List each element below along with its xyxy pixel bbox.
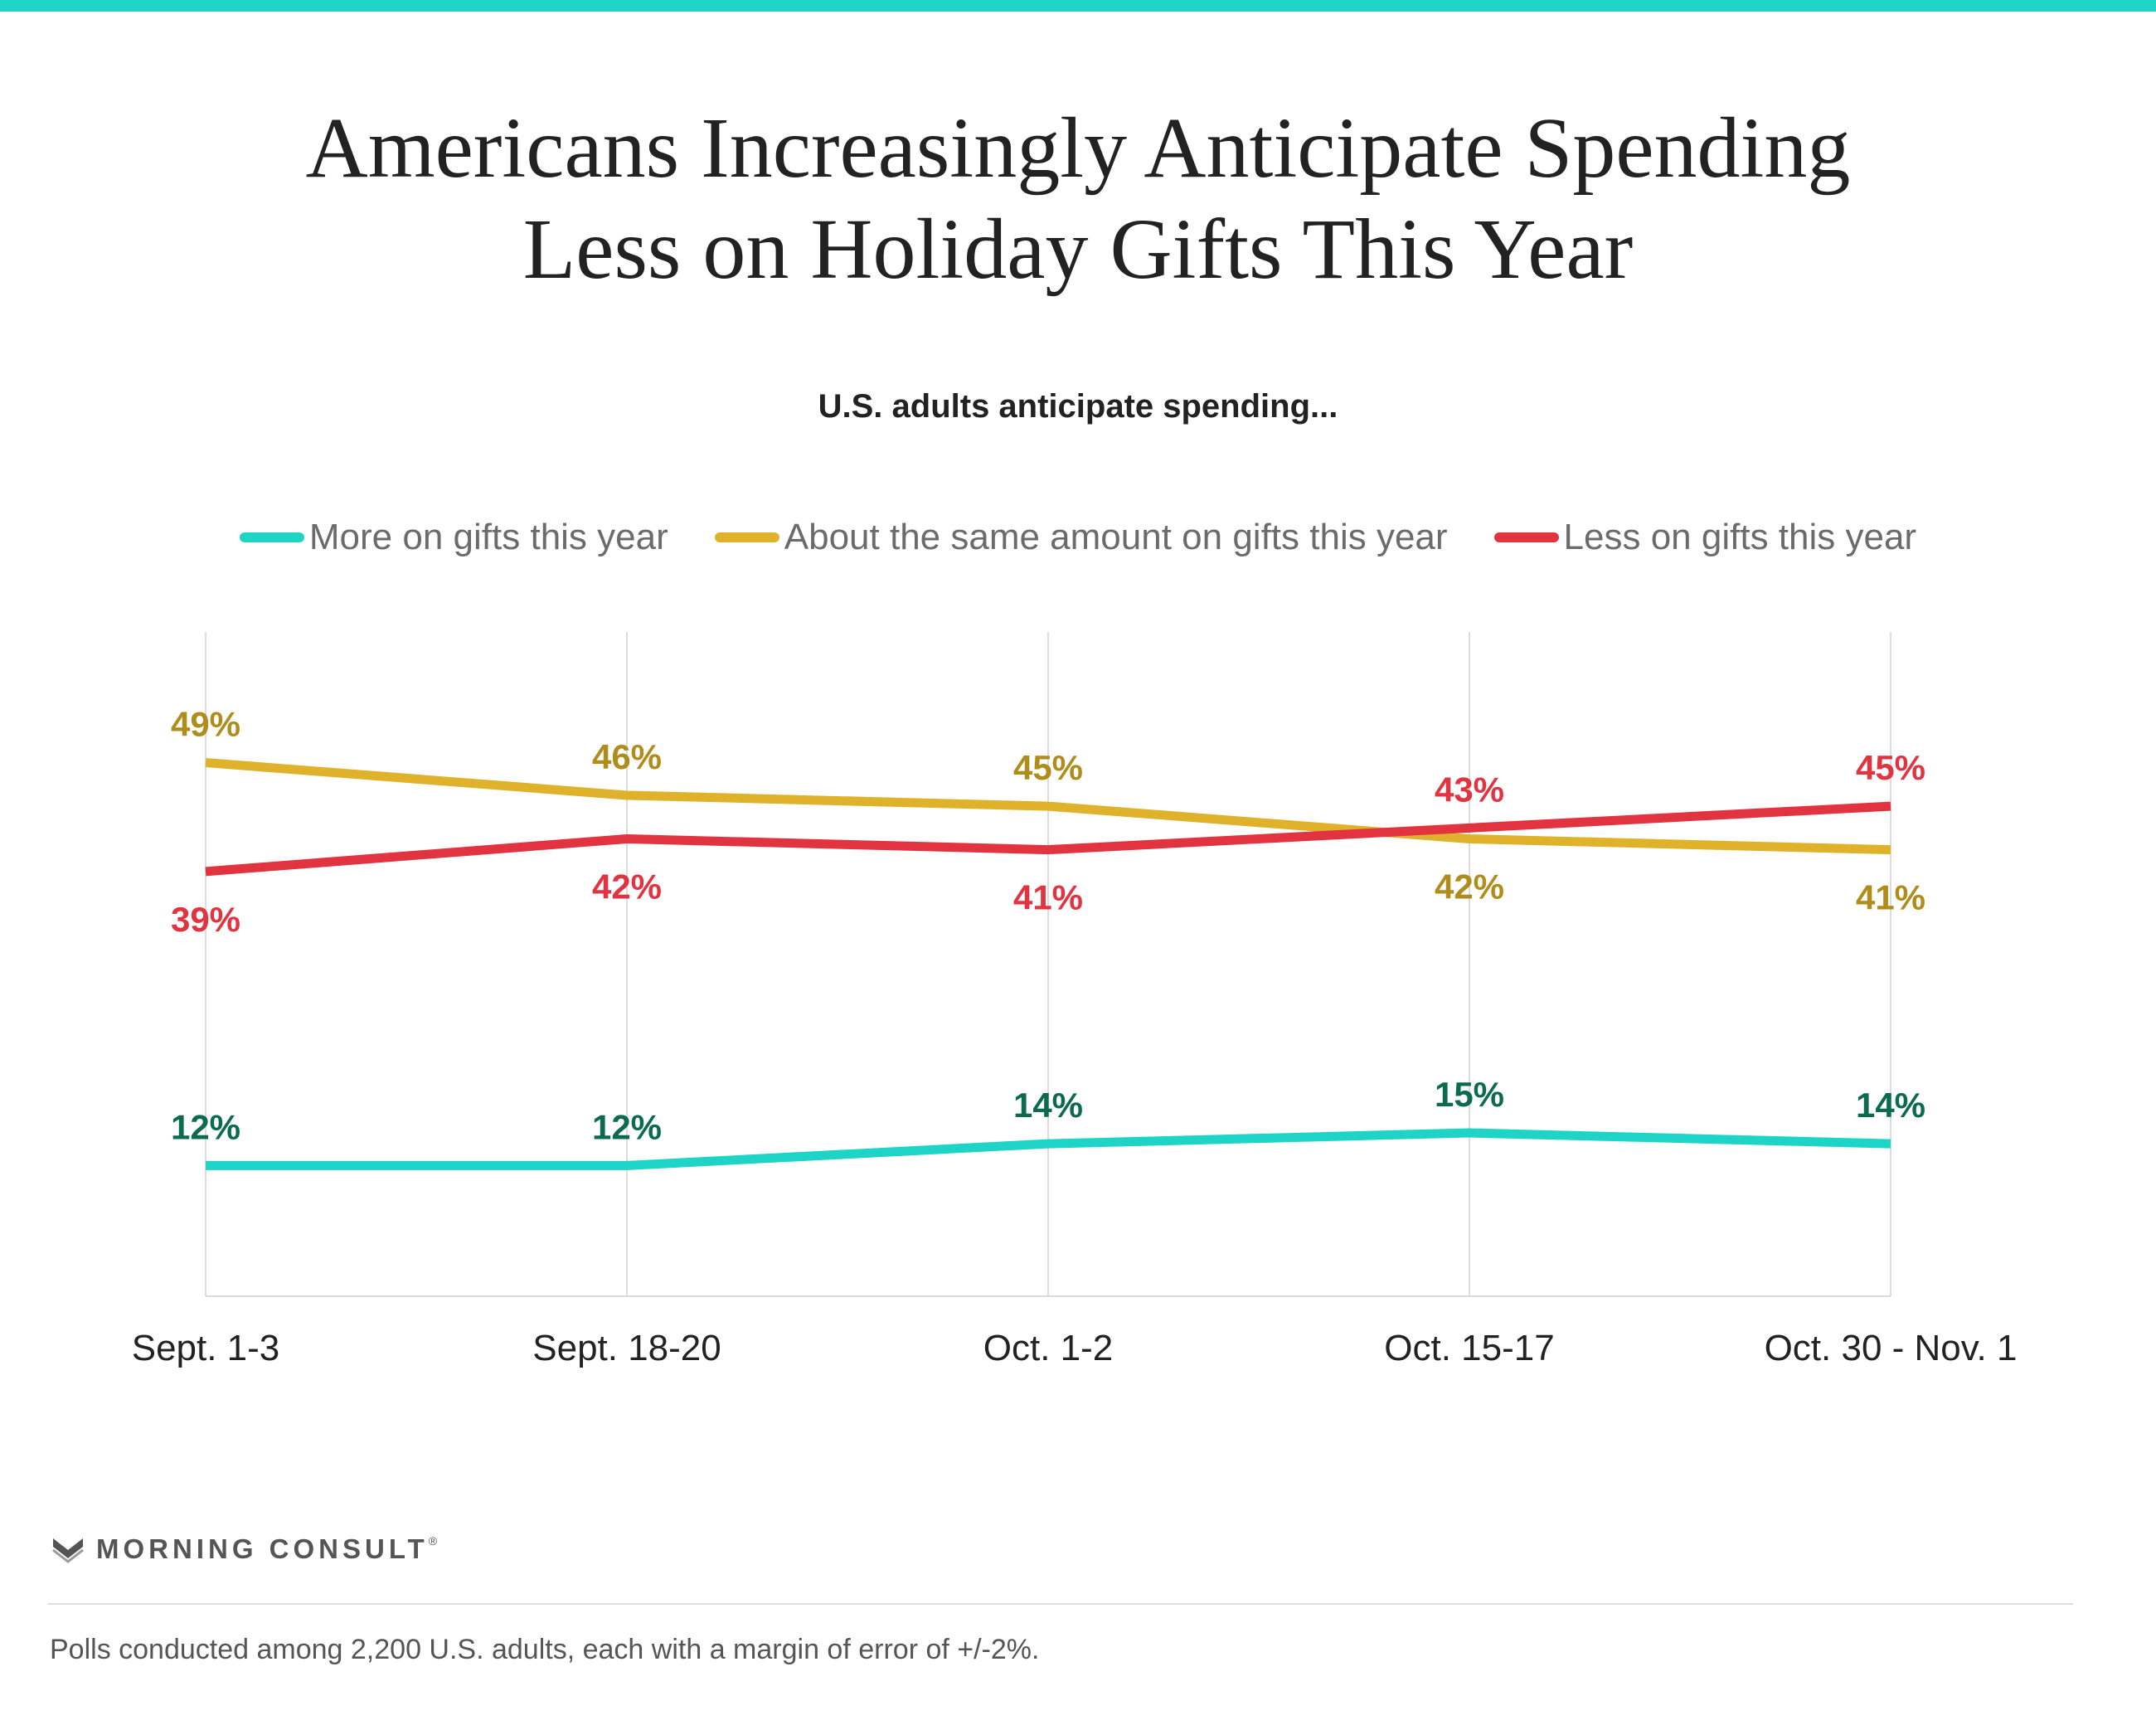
registered-mark: ® [428, 1534, 438, 1548]
legend-swatch-less [1493, 532, 1559, 542]
data-label-more: 14% [1013, 1086, 1083, 1125]
data-label-less: 42% [592, 867, 662, 906]
x-tick-label: Oct. 15-17 [1384, 1328, 1554, 1368]
legend-label-more: More on gifts this year [308, 517, 668, 557]
legend-item-less: Less on gifts this year [1493, 517, 1917, 558]
chart-subtitle: U.S. adults anticipate spending... [818, 388, 1338, 425]
data-label-same: 42% [1435, 867, 1504, 906]
footer-divider [48, 1603, 2073, 1605]
morning-consult-logo-icon [52, 1538, 84, 1563]
chart-title: Americans Increasingly Anticipate Spendi… [0, 98, 2156, 300]
series-line-more [206, 1128, 1891, 1170]
data-label-less: 41% [1013, 878, 1083, 917]
line-chart: Sept. 1-3 Sept. 18-20 Oct. 1-2 Oct. 15-17 Oc… [132, 632, 2018, 1368]
chart-title-line1: Americans Increasingly Anticipate Spendi… [305, 100, 1851, 196]
brand-name: MORNING CONSULT [96, 1533, 429, 1564]
legend: More on gifts this year About the same a… [0, 513, 2156, 562]
series-line-same [205, 758, 1891, 855]
footnote: Polls conducted among 2,200 U.S. adults,… [50, 1634, 1040, 1665]
data-label-same: 41% [1856, 878, 1925, 917]
series-line-less [205, 801, 1891, 877]
x-tick-label: Sept. 1-3 [132, 1328, 280, 1368]
top-accent-bar [0, 0, 2156, 12]
data-label-more: 12% [592, 1107, 662, 1146]
data-label-less: 39% [171, 900, 240, 939]
legend-label-less: Less on gifts this year [1563, 517, 1917, 557]
x-tick-label: Sept. 18-20 [532, 1328, 721, 1368]
data-label-more: 14% [1856, 1086, 1925, 1125]
legend-item-more: More on gifts this year [239, 517, 668, 558]
chart-title-line2: Less on Holiday Gifts This Year [522, 202, 1634, 297]
data-label-same: 46% [592, 737, 662, 776]
x-tick-label: Oct. 30 - Nov. 1 [1765, 1328, 2018, 1368]
brand: MORNING CONSULT ® [51, 1531, 437, 1567]
data-label-same: 49% [171, 705, 240, 744]
legend-label-same: About the same amount on gifts this year [784, 517, 1448, 557]
x-tick-label: Oct. 1-2 [983, 1328, 1114, 1368]
data-label-more: 15% [1435, 1075, 1504, 1114]
data-label-same: 45% [1013, 748, 1083, 787]
data-label-less: 45% [1856, 748, 1925, 787]
legend-swatch-same [714, 532, 779, 542]
data-label-more: 12% [171, 1107, 240, 1146]
legend-item-same: About the same amount on gifts this year [714, 517, 1448, 558]
legend-swatch-more [239, 532, 304, 542]
data-label-less: 43% [1435, 770, 1504, 809]
